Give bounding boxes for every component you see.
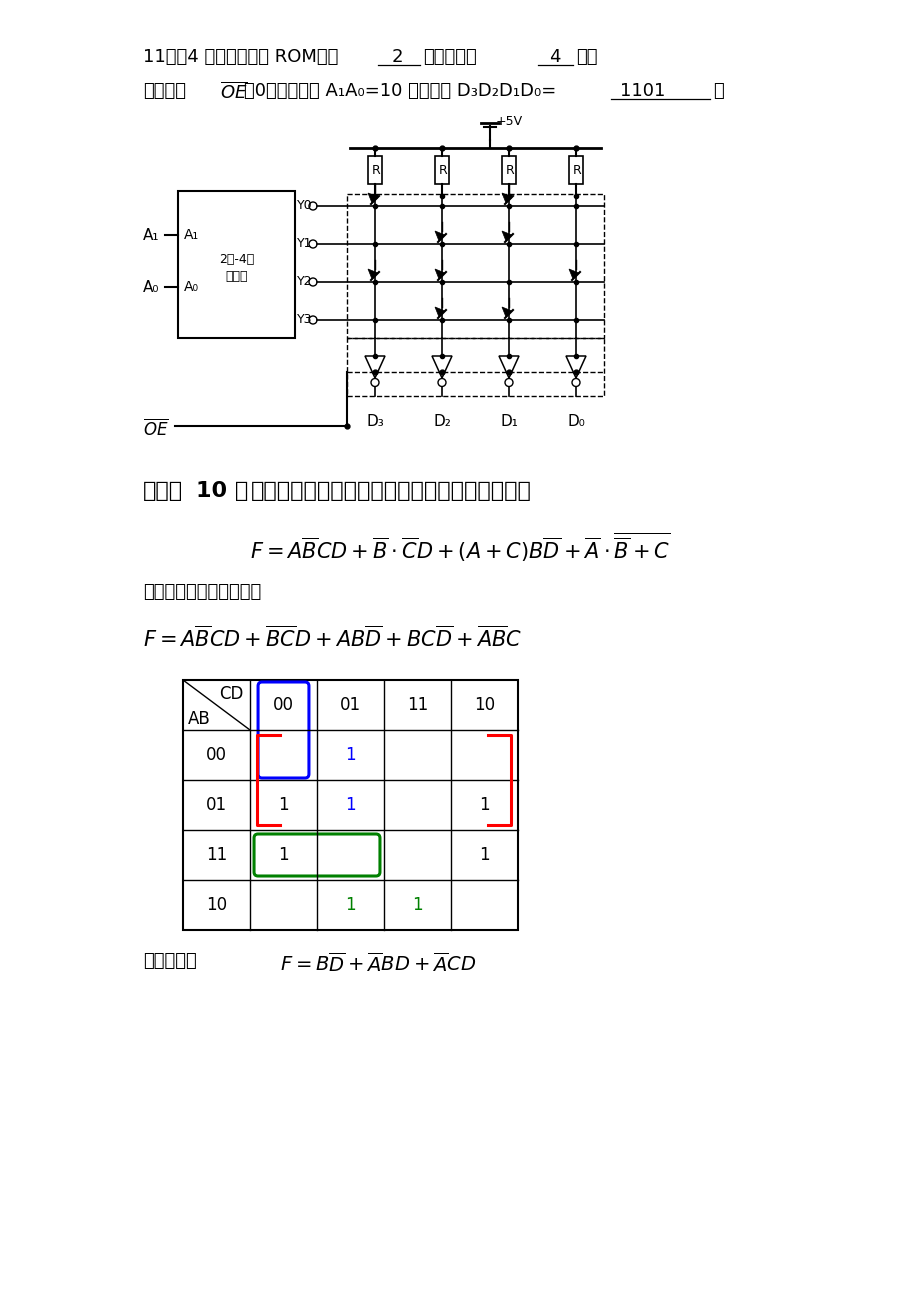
Polygon shape	[502, 231, 512, 240]
Text: ）用卡诺图法将下列逻辑函数化简为最简与或式: ）用卡诺图法将下列逻辑函数化简为最简与或式	[251, 481, 531, 500]
Text: 10: 10	[473, 696, 494, 714]
Circle shape	[309, 316, 317, 324]
Bar	[502, 156, 516, 185]
Text: A₀: A₀	[184, 280, 199, 294]
Text: 1: 1	[345, 796, 356, 814]
Text: $\overline{OE}$: $\overline{OE}$	[220, 82, 247, 103]
Text: 据线，当: 据线，当	[142, 82, 186, 100]
Text: 1101: 1101	[619, 82, 665, 100]
Bar	[346, 194, 604, 338]
Text: $\overline{OE}$: $\overline{OE}$	[142, 419, 168, 439]
Text: 4: 4	[549, 48, 561, 66]
Text: 00: 00	[273, 696, 294, 714]
Circle shape	[309, 202, 317, 211]
Polygon shape	[368, 192, 378, 203]
Circle shape	[572, 378, 579, 386]
Text: 01: 01	[206, 796, 227, 814]
Bar	[177, 191, 295, 338]
Circle shape	[309, 240, 317, 248]
Text: 00: 00	[206, 746, 227, 764]
Text: 2: 2	[391, 48, 403, 66]
Text: D₁: D₁	[500, 413, 517, 429]
Text: 10: 10	[206, 896, 227, 914]
Text: R: R	[371, 164, 380, 177]
Polygon shape	[502, 192, 512, 203]
Text: 二、（: 二、（	[142, 481, 183, 500]
Text: A₁: A₁	[184, 227, 199, 242]
Text: 。: 。	[712, 82, 723, 100]
Text: 1: 1	[345, 896, 356, 914]
Text: +5V: +5V	[495, 114, 523, 127]
Polygon shape	[498, 356, 518, 378]
Text: 1: 1	[278, 846, 289, 865]
Text: Y3: Y3	[297, 313, 312, 326]
Circle shape	[309, 278, 317, 286]
Polygon shape	[365, 356, 384, 378]
Text: $F = A\overline{B}CD + \overline{BC}D + AB\overline{D} + BC\overline{D} + \overl: $F = A\overline{B}CD + \overline{BC}D + …	[142, 625, 522, 650]
Text: 最简与或式: 最简与或式	[142, 952, 197, 970]
Text: R: R	[438, 164, 447, 177]
Text: $F = B\overline{D} + \overline{A}BD + \overline{A}CD$: $F = B\overline{D} + \overline{A}BD + \o…	[279, 952, 476, 975]
Text: 1: 1	[412, 896, 423, 914]
Text: Y2: Y2	[297, 276, 312, 289]
Text: 11、（4 分）如图所示 ROM，有: 11、（4 分）如图所示 ROM，有	[142, 48, 338, 66]
Text: 解：先将函数化为与或式: 解：先将函数化为与或式	[142, 582, 261, 601]
Text: 11: 11	[406, 696, 427, 714]
Text: A₀: A₀	[142, 280, 159, 295]
Polygon shape	[568, 269, 578, 280]
Text: 1: 1	[345, 746, 356, 764]
Polygon shape	[368, 269, 378, 280]
Text: 译码器: 译码器	[225, 270, 247, 283]
Text: 条数: 条数	[575, 48, 596, 66]
Text: R: R	[505, 164, 514, 177]
Polygon shape	[502, 307, 512, 317]
Polygon shape	[432, 356, 451, 378]
Circle shape	[505, 378, 513, 386]
Bar	[346, 338, 604, 396]
Circle shape	[370, 378, 379, 386]
Bar	[568, 156, 583, 185]
Text: D₀: D₀	[566, 413, 584, 429]
Text: $F = A\overline{B}CD + \overline{B}\cdot\overline{C}D + (A+C)B\overline{D} + \ov: $F = A\overline{B}CD + \overline{B}\cdot…	[250, 530, 669, 564]
Text: 条地址线，: 条地址线，	[423, 48, 476, 66]
Polygon shape	[565, 356, 585, 378]
Text: Y0: Y0	[297, 199, 312, 212]
Text: 1: 1	[278, 796, 289, 814]
Polygon shape	[435, 231, 445, 240]
Bar	[183, 680, 517, 929]
Text: A₁: A₁	[142, 227, 159, 243]
Polygon shape	[435, 269, 445, 280]
Text: CD: CD	[219, 685, 244, 703]
Text: 01: 01	[339, 696, 360, 714]
Text: D₂: D₂	[433, 413, 450, 429]
Text: 1: 1	[479, 846, 489, 865]
Text: D₃: D₃	[366, 413, 383, 429]
Bar	[435, 156, 448, 185]
Polygon shape	[435, 307, 445, 317]
Text: R: R	[572, 164, 581, 177]
Circle shape	[437, 378, 446, 386]
Text: 11: 11	[206, 846, 227, 865]
Text: 2线-4线: 2线-4线	[219, 254, 254, 266]
Text: ＝0，输入地址 A₁A₀=10 时，输出 D₃D₂D₁D₀=: ＝0，输入地址 A₁A₀=10 时，输出 D₃D₂D₁D₀=	[244, 82, 556, 100]
Text: Y1: Y1	[297, 237, 312, 250]
Text: 10 分: 10 分	[196, 481, 248, 500]
Text: 1: 1	[479, 796, 489, 814]
Text: AB: AB	[188, 710, 210, 728]
Bar	[368, 156, 381, 185]
